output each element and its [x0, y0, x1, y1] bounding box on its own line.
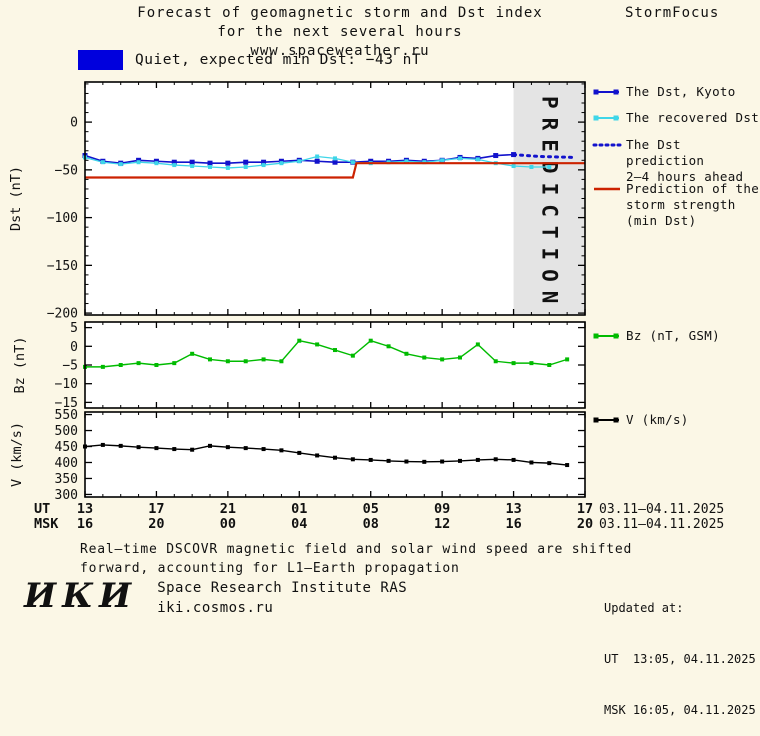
legend: The Dst, Kyoto The recovered Dst The Dst p…	[592, 0, 760, 530]
bz-y-tick-label: −15	[55, 396, 78, 411]
bz-y-tick-label: −5	[62, 359, 78, 374]
dst-y-tick-label: −50	[55, 163, 78, 178]
bz-legend-marker-icon	[593, 333, 619, 339]
recovered-legend-marker-icon	[593, 115, 619, 121]
ut-tick-label: 13	[505, 501, 521, 517]
updated-label: Updated at:	[604, 601, 684, 615]
ut-tick-label: 09	[434, 501, 450, 517]
ut-tick-label: 05	[363, 501, 379, 517]
ut-tick-label: 01	[291, 501, 307, 517]
ut-daterange: 03.11–04.11.2025	[599, 502, 724, 517]
legend-label: Prediction of the	[626, 181, 760, 196]
brand-stormfocus: StormFocus	[625, 5, 720, 21]
propagation-note: Real–time DSCOVR magnetic field and sola…	[80, 540, 632, 578]
legend-label: The Dst prediction	[626, 137, 705, 168]
note-line-1: Real–time DSCOVR magnetic field and sola…	[80, 542, 633, 557]
dst-y-tick-label: −150	[47, 259, 78, 274]
ut-tick-label: 13	[77, 501, 93, 517]
msk-tick-label: 04	[291, 516, 307, 532]
ut-row-title: UT	[34, 501, 50, 517]
updated-block: Updated at: UT 13:05, 04.11.2025 MSK 16:…	[604, 566, 756, 736]
v-y-tick-label: 400	[55, 456, 78, 471]
title-line-2: for the next several hours	[217, 24, 463, 40]
msk-tick-label: 16	[505, 516, 521, 532]
legend-label: The recovered Dst	[626, 110, 760, 125]
dst-ylabel: Dst (nT)	[8, 166, 24, 231]
page-title: Forecast of geomagnetic storm and Dst in…	[80, 4, 600, 61]
dst-y-tick-label: 0	[70, 116, 78, 131]
msk-tick-label: 20	[148, 516, 164, 532]
legend-item-dst-kyoto: The Dst, Kyoto	[592, 84, 736, 100]
storm-strength-series	[85, 162, 585, 179]
iki-site-link[interactable]: iki.cosmos.ru	[157, 600, 274, 616]
title-line-1: Forecast of geomagnetic storm and Dst in…	[137, 5, 543, 21]
v-y-tick-label: 350	[55, 472, 78, 487]
msk-daterange: 03.11–04.11.2025	[599, 517, 724, 532]
updated-ut: UT 13:05, 04.11.2025	[604, 652, 756, 666]
storm-legend-marker-icon	[594, 187, 620, 191]
msk-tick-label: 08	[363, 516, 379, 532]
x-axis-labels: UTMSK1316172021000104050809121316172003.…	[34, 501, 724, 532]
dst-kyoto-legend-marker-icon	[593, 89, 619, 95]
status-row: Quiet, expected min Dst: −43 nT	[78, 50, 421, 70]
v-series	[83, 442, 570, 468]
legend-label: Bz (nT, GSM)	[626, 328, 720, 343]
v-ylabel: V (km/s)	[9, 422, 25, 487]
dst-y-tick-label: −100	[47, 211, 78, 226]
prediction-band	[513, 82, 585, 315]
prediction-legend-marker-icon	[592, 143, 622, 147]
msk-row-title: MSK	[34, 516, 59, 532]
spaceweather-link[interactable]: www.spaceweather.ru	[250, 43, 430, 59]
msk-tick-label: 16	[77, 516, 93, 532]
updated-msk: MSK 16:05, 04.11.2025	[604, 703, 756, 717]
iki-logo: ИКИ	[24, 576, 138, 616]
v-y-tick-label: 550	[55, 408, 78, 423]
ut-tick-label: 17	[148, 501, 164, 517]
prediction-band-label: PREDICTION	[537, 96, 561, 312]
v-y-tick-label: 450	[55, 440, 78, 455]
bz-series	[83, 338, 570, 369]
v-y-tick-label: 500	[55, 424, 78, 439]
charts-figure: PREDICTION 0 −50 −100 −150 −200 Dst (nT) 5 0 −5 −1…	[8, 81, 724, 532]
legend-label: V (km/s)	[626, 412, 689, 427]
dst-panel: PREDICTION 0 −50 −100 −150 −200 Dst (nT)	[8, 81, 586, 322]
status-color-swatch	[78, 50, 123, 70]
msk-tick-label: 00	[220, 516, 236, 532]
msk-tick-label: 20	[577, 516, 593, 532]
bz-panel: 5 0 −5 −10 −15 Bz (nT)	[12, 321, 586, 411]
org-block: ИКИ Space Research Institute RAS iki.cos…	[24, 576, 407, 618]
v-legend-marker-icon	[593, 417, 619, 423]
legend-label: 2–4 hours ahead	[626, 169, 744, 184]
legend-item-v: V (km/s)	[592, 412, 689, 428]
bz-y-tick-label: 0	[70, 340, 78, 355]
legend-item-recovered: The recovered Dst	[592, 110, 759, 126]
dst-y-tick-label: −200	[47, 307, 78, 322]
legend-item-prediction: The Dst prediction 2–4 hours ahead	[592, 137, 760, 185]
v-y-tick-label: 300	[55, 488, 78, 503]
org-name: Space Research Institute RAS	[157, 580, 408, 596]
bz-ylabel: Bz (nT)	[12, 337, 28, 394]
msk-tick-label: 12	[434, 516, 450, 532]
dst-prediction-series	[512, 153, 578, 159]
status-text: Quiet, expected min Dst: −43 nT	[135, 52, 422, 68]
bz-y-tick-label: −10	[55, 377, 78, 392]
legend-label: (min Dst)	[626, 213, 697, 228]
legend-label: storm strength	[626, 197, 736, 212]
ut-tick-label: 17	[577, 501, 593, 517]
bz-y-tick-label: 5	[70, 321, 78, 336]
legend-label: The Dst, Kyoto	[626, 84, 736, 99]
legend-item-storm: Prediction of the storm strength (min Dst)	[592, 181, 759, 229]
note-line-2: forward, accounting for L1–Earth propaga…	[80, 561, 460, 576]
legend-item-bz: Bz (nT, GSM)	[592, 328, 720, 344]
ut-tick-label: 21	[220, 501, 236, 517]
